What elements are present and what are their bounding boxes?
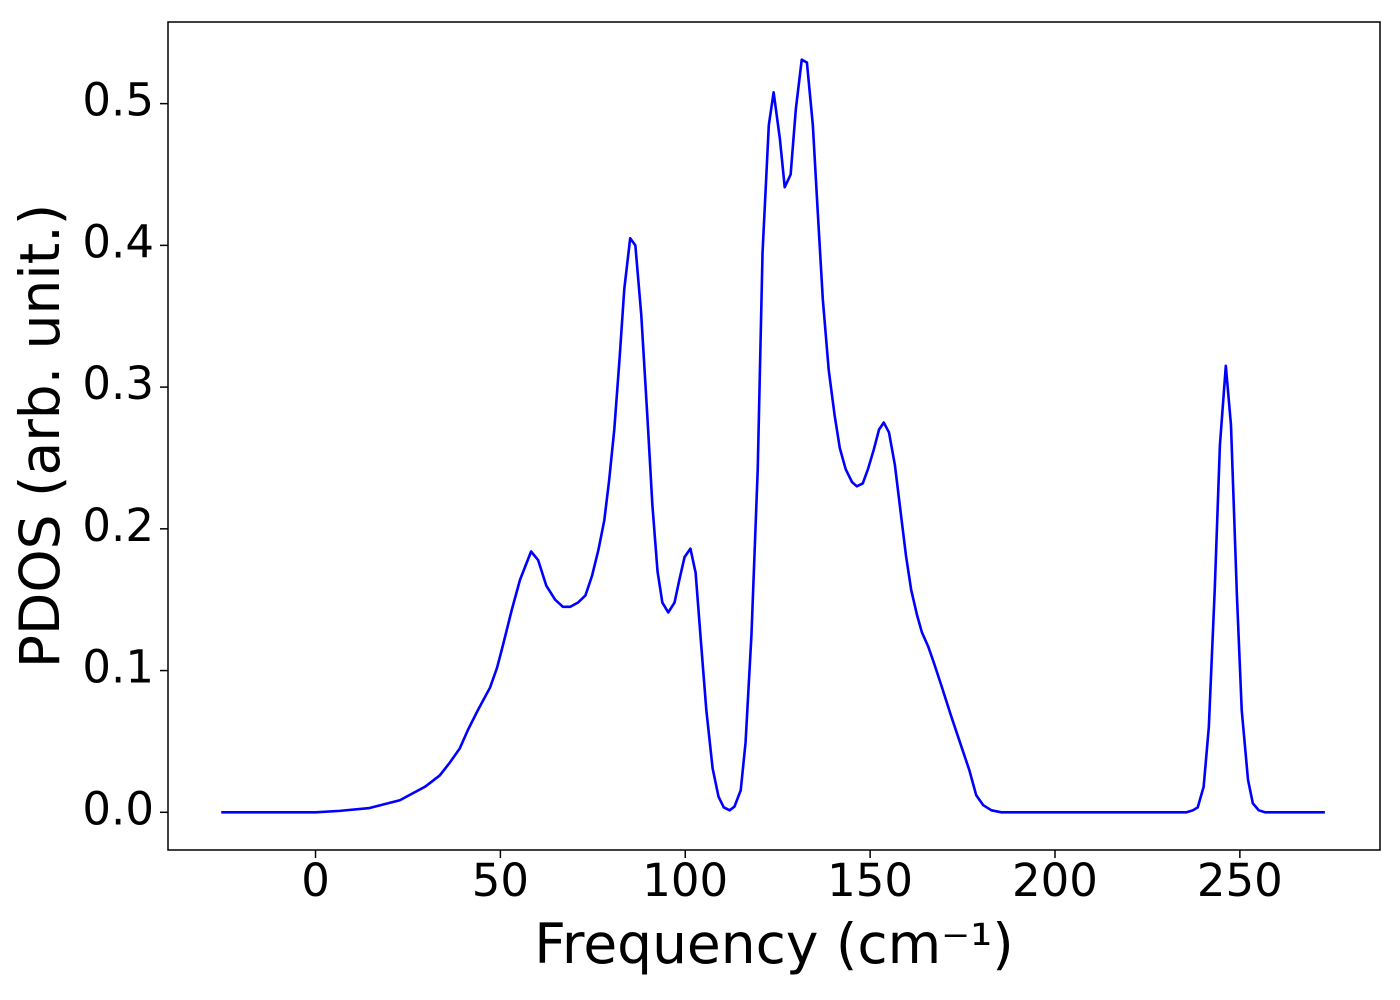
- x-tick-label: 0: [301, 854, 330, 907]
- y-tick-label: 0.4: [82, 215, 154, 268]
- x-tick-label: 200: [1012, 854, 1098, 907]
- x-axis-label: Frequency (cm⁻¹): [534, 912, 1013, 976]
- x-tick-label: 250: [1197, 854, 1283, 907]
- y-tick-label: 0.1: [82, 641, 154, 694]
- y-tick-label: 0.5: [82, 74, 154, 127]
- y-tick-label: 0.3: [82, 357, 154, 410]
- y-tick-label: 0.2: [82, 499, 154, 552]
- x-tick-label: 50: [472, 854, 529, 907]
- y-tick-label: 0.0: [82, 782, 154, 835]
- data-line: [221, 58, 1325, 814]
- y-axis-label: PDOS (arb. unit.): [8, 204, 72, 668]
- plot-frame: [167, 21, 1381, 851]
- x-tick-label: 150: [827, 854, 913, 907]
- x-tick-label: 100: [642, 854, 728, 907]
